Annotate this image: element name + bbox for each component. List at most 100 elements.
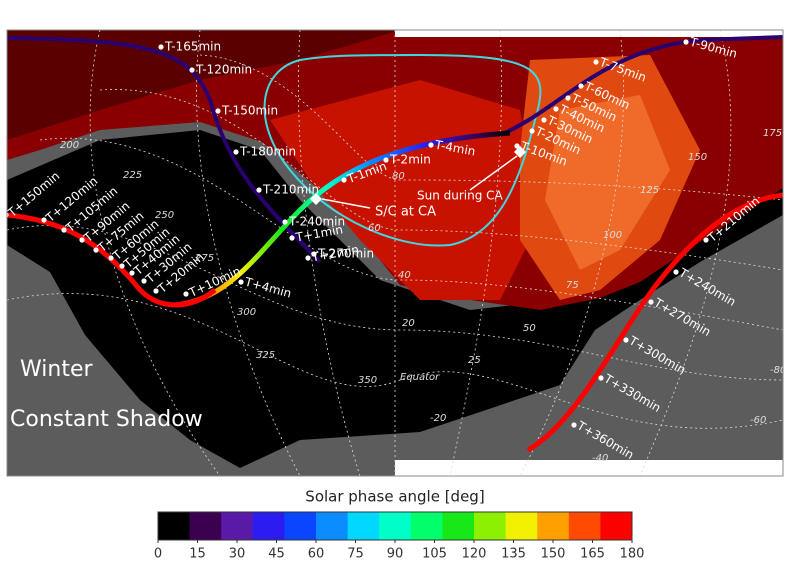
colorbar-tick-label: 45 [268,547,285,562]
trajectory-label: T-120min [195,63,252,77]
trajectory-label: T-150min [221,104,278,118]
trajectory [7,212,217,308]
colorbar-segment [347,512,380,540]
grid-label: 350 [358,375,377,386]
trajectory-point [61,227,67,233]
trajectory-point [578,83,584,89]
grid-label: Equator [400,372,440,383]
grid-label: 150 [688,152,707,163]
colorbar-tick-label: 15 [189,547,206,562]
colorbar-tick-label: 180 [620,547,645,562]
colorbar-segment [474,512,507,540]
trajectory-point [41,217,47,223]
no-data [395,460,783,476]
colorbar-segment [537,512,570,540]
colorbar: 0 15 30 45 60 75 90 105 120 135 150 165 180 [154,511,645,562]
arrow [469,155,518,191]
arrow [321,198,371,209]
trajectory-point [623,337,629,343]
trajectory [174,130,511,308]
colorbar-segment [600,512,633,540]
grid-label: 300 [237,307,256,318]
trajectory-point [215,108,221,114]
grid-label: -80 [770,365,786,376]
trajectory-point [158,44,164,50]
trajectory [499,35,783,137]
grid-label: 175 [763,128,782,139]
region-label: Winter [20,357,93,382]
grid-label: 125 [640,185,659,196]
region-label: Constant Shadow [10,407,203,432]
grid-label: 325 [256,350,275,361]
colorbar-segment [252,512,285,540]
trajectory-point [282,219,288,225]
grid-label: 250 [155,210,174,221]
colorbar-segment [221,512,254,540]
colorbar-tick-label: 90 [387,547,404,562]
annotation: S/C at CA [375,205,436,220]
trajectory-point [305,255,311,261]
grid-label: 225 [123,170,142,181]
trajectory-label: T-210min [262,183,319,197]
grid-label: 60 [368,223,381,234]
trajectory-point [93,247,99,253]
trajectory-point [153,288,159,294]
trajectory-label: T-2min [389,153,431,167]
grid-label: 100 [603,230,622,241]
trajectory-point [341,177,347,183]
trajectory-point [598,375,604,381]
trajectory-point [593,59,599,65]
trajectory-point [553,106,559,112]
orange-core [545,95,670,270]
trajectory-point [108,255,114,261]
trajectory-point [189,67,195,73]
grid-label: -60 [750,415,766,426]
trajectory-point [233,149,239,155]
colorbar-tick-label: 30 [229,547,246,562]
trajectory-point [238,279,244,285]
grid-label: 50 [523,323,536,334]
colorbar-title: Solar phase angle [deg] [305,488,484,506]
trajectory-point [541,117,547,123]
grid-label: 75 [566,280,579,291]
trajectory-point [289,235,295,241]
grid-label: 275 [195,253,214,264]
trajectory-point [514,143,520,149]
grid-label: 200 [60,140,79,151]
trajectory-point [565,95,571,101]
trajectory-point [683,39,689,45]
trajectory-label: T-270min [317,247,374,261]
trajectory-point [311,251,317,257]
colorbar-segment [442,512,475,540]
no-data [395,30,783,37]
grid-label: -20 [430,413,446,424]
trajectory-label: T-180min [239,145,296,159]
trajectory-label: T-165min [164,40,221,54]
colorbar-tick-label: 60 [308,547,325,562]
trajectory-point [141,278,147,284]
colorbar-segment [410,512,443,540]
trajectory-label: T-240min [288,215,345,229]
shadow-region [7,130,783,468]
colorbar-segment [568,512,601,540]
trajectory-point [383,157,389,163]
grid-label: -40 [592,453,608,464]
colorbar-segment [284,512,317,540]
visibility-contour [263,53,542,247]
colorbar-tick-label: 165 [580,547,605,562]
colorbar-tick-label: 150 [541,547,566,562]
grid-label: 40 [398,270,411,281]
sc-marker [310,193,322,205]
colorbar-tick-label: 105 [422,547,447,562]
dark-lit-region [7,30,400,140]
colorbar-tick-label: 0 [154,547,162,562]
grid-label: 20 [402,318,415,329]
trajectory-point [119,263,125,269]
trajectory-point [79,237,85,243]
colorbar-segment [316,512,349,540]
grid-label: 25 [468,355,481,366]
colorbar-segment [189,512,222,540]
trajectory-point [571,422,577,428]
